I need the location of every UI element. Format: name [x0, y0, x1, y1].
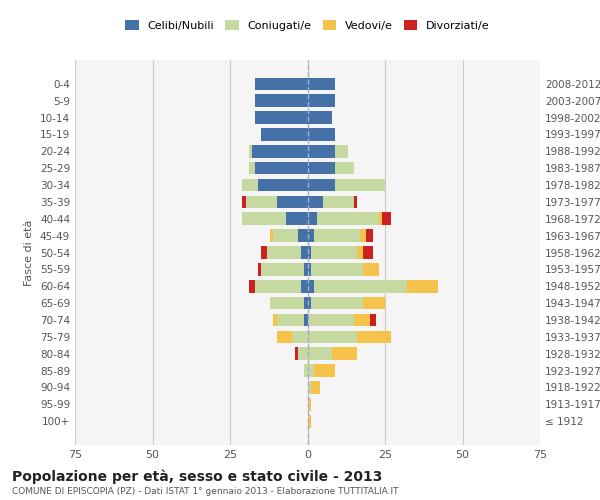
- Bar: [308, 381, 311, 394]
- Bar: [308, 78, 335, 90]
- Bar: [364, 297, 385, 310]
- Bar: [277, 330, 292, 343]
- Bar: [308, 280, 314, 292]
- Y-axis label: Fasce di età: Fasce di età: [25, 220, 34, 286]
- Bar: [314, 280, 407, 292]
- Bar: [308, 297, 311, 310]
- Bar: [308, 178, 335, 192]
- Bar: [364, 263, 379, 276]
- Bar: [255, 111, 308, 124]
- Bar: [308, 94, 335, 107]
- Bar: [295, 348, 298, 360]
- Text: COMUNE DI EPISCOPIA (PZ) - Dati ISTAT 1° gennaio 2013 - Elaborazione TUTTITALIA.: COMUNE DI EPISCOPIA (PZ) - Dati ISTAT 1°…: [12, 488, 398, 496]
- Bar: [308, 314, 354, 326]
- Bar: [261, 128, 308, 141]
- Bar: [357, 246, 364, 259]
- Bar: [308, 111, 332, 124]
- Bar: [379, 212, 382, 225]
- Bar: [270, 230, 274, 242]
- Bar: [304, 297, 308, 310]
- Bar: [242, 178, 258, 192]
- Bar: [354, 196, 357, 208]
- Bar: [267, 246, 301, 259]
- Bar: [258, 263, 261, 276]
- Bar: [360, 230, 367, 242]
- Bar: [261, 263, 304, 276]
- Bar: [335, 178, 385, 192]
- Bar: [314, 364, 335, 377]
- Bar: [354, 314, 370, 326]
- Bar: [252, 145, 308, 158]
- Bar: [317, 212, 379, 225]
- Bar: [248, 162, 255, 174]
- Bar: [311, 246, 357, 259]
- Bar: [407, 280, 438, 292]
- Bar: [308, 162, 335, 174]
- Bar: [335, 162, 354, 174]
- Bar: [255, 94, 308, 107]
- Bar: [357, 330, 391, 343]
- Bar: [248, 145, 252, 158]
- Y-axis label: Anni di nascita: Anni di nascita: [597, 211, 600, 294]
- Bar: [255, 280, 301, 292]
- Bar: [292, 330, 308, 343]
- Bar: [308, 263, 311, 276]
- Bar: [242, 212, 286, 225]
- Bar: [311, 381, 320, 394]
- Bar: [308, 212, 317, 225]
- Bar: [304, 263, 308, 276]
- Bar: [308, 145, 335, 158]
- Bar: [308, 246, 311, 259]
- Bar: [308, 364, 314, 377]
- Bar: [274, 314, 277, 326]
- Bar: [308, 348, 332, 360]
- Bar: [248, 280, 255, 292]
- Bar: [367, 230, 373, 242]
- Bar: [335, 145, 348, 158]
- Bar: [277, 314, 304, 326]
- Bar: [258, 178, 308, 192]
- Bar: [274, 230, 298, 242]
- Bar: [308, 398, 311, 410]
- Bar: [308, 415, 311, 428]
- Bar: [286, 212, 308, 225]
- Legend: Celibi/Nubili, Coniugati/e, Vedovi/e, Divorziati/e: Celibi/Nubili, Coniugati/e, Vedovi/e, Di…: [121, 16, 494, 35]
- Bar: [308, 330, 357, 343]
- Bar: [277, 196, 308, 208]
- Bar: [242, 196, 245, 208]
- Bar: [301, 246, 308, 259]
- Bar: [308, 196, 323, 208]
- Bar: [255, 78, 308, 90]
- Bar: [364, 246, 373, 259]
- Bar: [308, 230, 314, 242]
- Bar: [311, 263, 364, 276]
- Bar: [332, 348, 357, 360]
- Bar: [370, 314, 376, 326]
- Bar: [314, 230, 360, 242]
- Bar: [304, 364, 308, 377]
- Bar: [261, 246, 267, 259]
- Bar: [301, 280, 308, 292]
- Bar: [308, 128, 335, 141]
- Bar: [298, 230, 308, 242]
- Bar: [304, 314, 308, 326]
- Bar: [270, 297, 304, 310]
- Bar: [245, 196, 277, 208]
- Bar: [255, 162, 308, 174]
- Text: Popolazione per età, sesso e stato civile - 2013: Popolazione per età, sesso e stato civil…: [12, 470, 382, 484]
- Bar: [298, 348, 308, 360]
- Bar: [323, 196, 354, 208]
- Bar: [382, 212, 391, 225]
- Bar: [311, 297, 364, 310]
